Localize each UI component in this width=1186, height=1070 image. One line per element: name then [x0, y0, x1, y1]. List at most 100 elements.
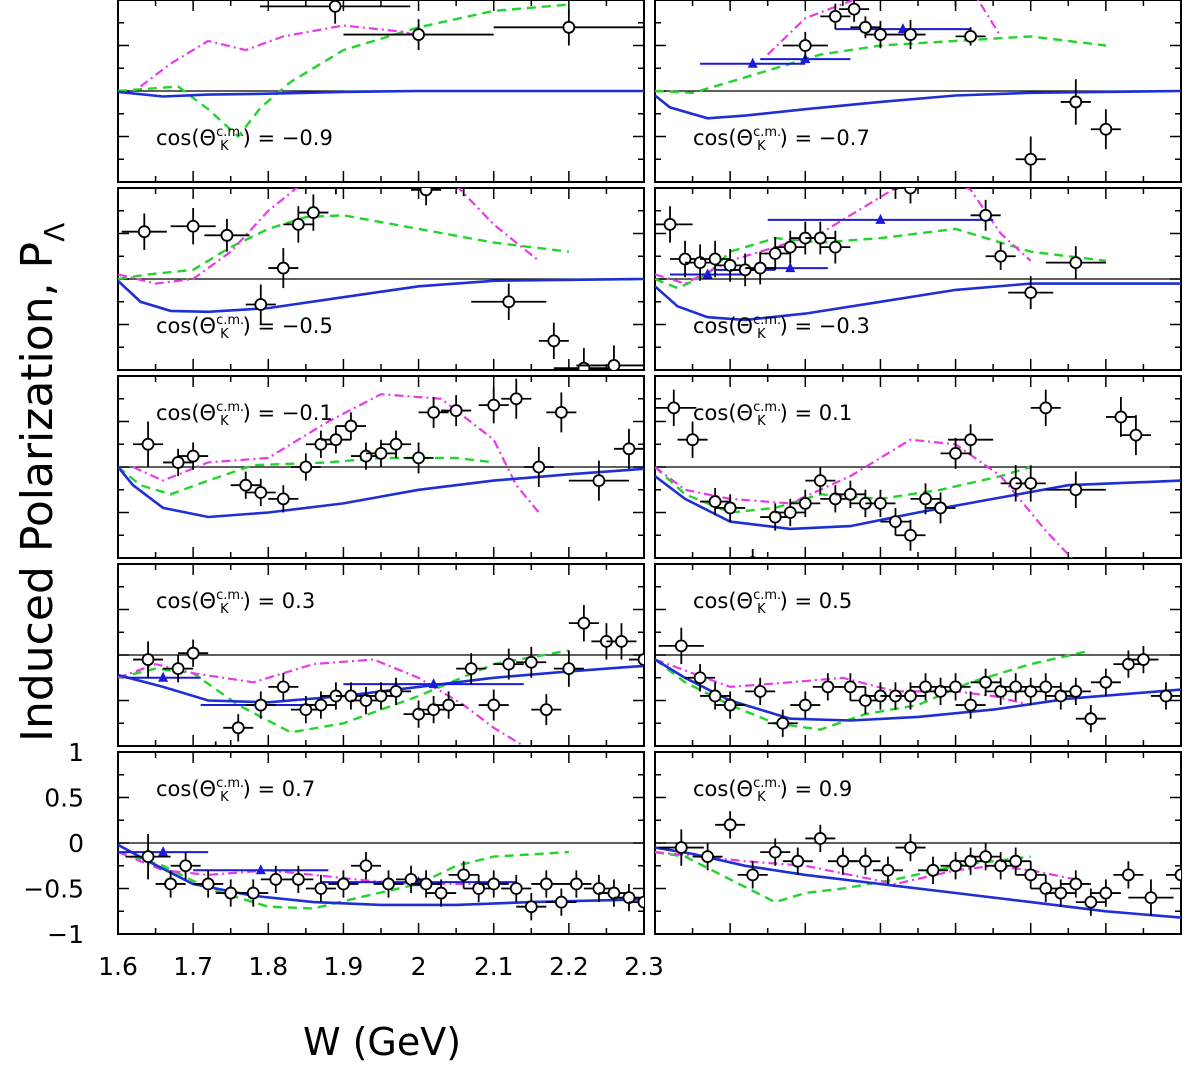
- data-point: [979, 208, 993, 222]
- x-tick-label: 1.8: [248, 952, 288, 981]
- data-point: [964, 698, 977, 712]
- data-point: [1084, 895, 1098, 909]
- x-tick-label: 2.2: [549, 952, 589, 981]
- data-point: [847, 2, 861, 16]
- data-point: [374, 446, 388, 460]
- data-point: [1114, 410, 1128, 424]
- data-point: [577, 361, 591, 370]
- data-point: [674, 639, 688, 653]
- data-point: [328, 0, 342, 13]
- data-point: [904, 28, 917, 41]
- panel-plot-area: [118, 123, 644, 370]
- data-point: [1099, 886, 1113, 900]
- data-point: [509, 882, 523, 895]
- data-point: [950, 146, 961, 157]
- data-point: [1054, 689, 1068, 703]
- panel: cos(Θc.m. K) = 0.7: [117, 751, 645, 935]
- data-point: [141, 850, 155, 864]
- triangle-point: [255, 864, 266, 875]
- data-point: [1009, 680, 1023, 694]
- blue-solid-curve: [118, 277, 644, 314]
- data-point: [1069, 256, 1083, 270]
- panel: cos(Θc.m. K) = −0.9: [117, 0, 645, 183]
- data-point: [254, 698, 268, 712]
- data-point: [964, 433, 977, 447]
- data-point: [934, 685, 947, 698]
- data-point: [723, 818, 737, 832]
- data-point: [904, 188, 917, 195]
- data-point: [1122, 657, 1135, 671]
- triangle-point: [785, 262, 796, 273]
- data-point: [753, 261, 767, 275]
- blue-solid-curve: [118, 466, 644, 519]
- panel-label: cos(Θc.m. K) = 0.3: [156, 588, 315, 617]
- triangle-point: [158, 671, 169, 682]
- data-point: [419, 877, 433, 891]
- magenta-dashdot-curve: [655, 188, 1032, 285]
- data-point: [904, 689, 917, 703]
- data-point: [329, 433, 343, 447]
- magenta-dashdot-curve: [118, 188, 540, 285]
- data-point: [141, 437, 155, 451]
- data-point: [836, 854, 850, 868]
- data-point: [299, 460, 313, 474]
- data-point: [299, 703, 313, 716]
- panel-label: cos(Θc.m. K) = −0.1: [156, 400, 333, 429]
- data-point: [569, 877, 583, 891]
- data-point: [768, 247, 782, 260]
- panel: cos(Θc.m. K) = −0.7: [654, 0, 1182, 183]
- magenta-dashdot-curve: [132, 393, 540, 514]
- panel-plot-area: [655, 811, 1181, 919]
- data-point: [314, 437, 328, 451]
- data-point: [509, 392, 523, 406]
- data-point: [539, 703, 553, 716]
- panel-plot-area: [118, 833, 644, 921]
- data-point: [389, 685, 403, 698]
- blue-solid-curve: [118, 89, 644, 98]
- data-point: [1009, 854, 1023, 868]
- triangle-point: [702, 268, 713, 279]
- data-point: [934, 501, 947, 515]
- data-point: [783, 240, 797, 254]
- data-point: [412, 707, 425, 721]
- data-point: [843, 487, 857, 501]
- data-point: [1039, 882, 1053, 895]
- data-point: [1069, 95, 1083, 109]
- data-point: [464, 662, 478, 676]
- data-point: [637, 895, 644, 909]
- panel-plot-area: [655, 627, 1181, 737]
- data-point: [1024, 476, 1038, 490]
- data-point: [164, 877, 178, 891]
- data-point: [889, 515, 902, 528]
- triangle-point: [428, 678, 439, 689]
- panel: cos(Θc.m. K) = −0.1: [117, 375, 645, 559]
- data-point: [674, 841, 688, 854]
- data-point: [859, 854, 872, 868]
- panel-label: cos(Θc.m. K) = 0.1: [693, 400, 852, 429]
- data-point: [874, 28, 887, 41]
- data-point: [254, 298, 268, 311]
- data-point: [1129, 428, 1143, 442]
- blue-solid-curve: [655, 89, 1181, 120]
- data-point: [667, 401, 681, 415]
- data-point: [472, 882, 486, 895]
- data-point: [359, 449, 373, 463]
- data-point: [1024, 286, 1038, 300]
- data-point: [427, 703, 441, 716]
- triangle-point: [747, 57, 758, 68]
- data-point: [1039, 401, 1053, 415]
- data-point: [949, 446, 962, 460]
- data-point: [791, 854, 805, 868]
- data-point: [1024, 685, 1038, 698]
- data-point: [1024, 868, 1038, 882]
- data-point: [926, 863, 940, 877]
- data-point: [562, 662, 576, 676]
- panel: cos(Θc.m. K) = 0.3: [117, 563, 645, 747]
- data-point: [1099, 122, 1113, 136]
- data-point: [1174, 868, 1181, 882]
- data-point: [1159, 689, 1173, 703]
- data-point: [859, 20, 872, 34]
- data-point: [404, 873, 418, 886]
- data-point: [360, 123, 371, 134]
- data-point: [554, 405, 568, 419]
